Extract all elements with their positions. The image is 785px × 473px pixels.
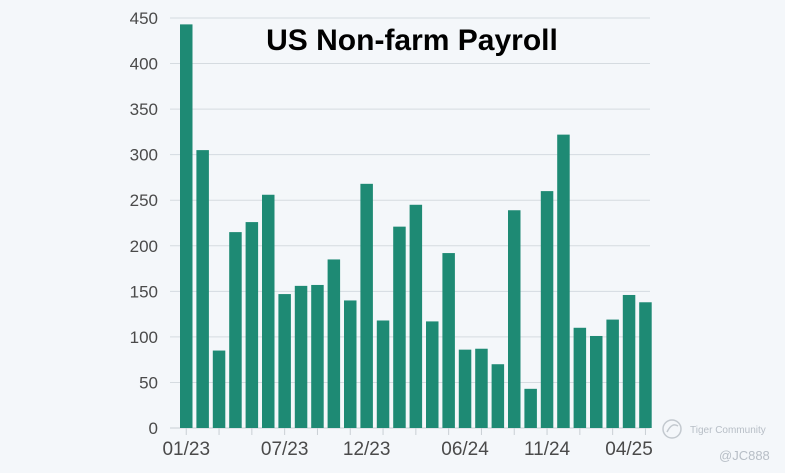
y-tick-label: 100 bbox=[130, 328, 158, 347]
watermark: Tiger Community @JC888 bbox=[662, 419, 770, 463]
y-tick-label: 150 bbox=[130, 282, 158, 301]
bar-09-24 bbox=[508, 210, 521, 428]
tiger-logo-icon bbox=[662, 419, 682, 439]
bar-09-23 bbox=[311, 284, 324, 428]
x-tick-label: 06/24 bbox=[441, 439, 489, 460]
y-axis-ticks: 0 50 100 150 200 250 300 350 400 450 bbox=[130, 9, 158, 438]
bar-05-23 bbox=[245, 222, 259, 428]
y-tick-label: 0 bbox=[149, 419, 158, 438]
bar-03-23 bbox=[212, 350, 226, 428]
bar-02-23 bbox=[196, 150, 209, 428]
bar-05-25 bbox=[639, 302, 652, 428]
tiger-logo-stroke-icon bbox=[666, 424, 679, 433]
bar-02-25 bbox=[590, 335, 603, 428]
bar-07-24 bbox=[475, 348, 488, 428]
bar-03-25 bbox=[606, 319, 619, 428]
bar-01-25 bbox=[573, 327, 587, 428]
bar-11-23 bbox=[344, 300, 357, 428]
x-tick-label: 01/23 bbox=[162, 439, 210, 460]
y-tick-label: 350 bbox=[130, 100, 158, 119]
bar-04-23 bbox=[229, 232, 242, 428]
bar-07-23 bbox=[278, 294, 291, 428]
bar-12-23 bbox=[360, 183, 373, 428]
x-tick-label: 11/24 bbox=[524, 439, 571, 460]
bar-10-23 bbox=[327, 259, 341, 428]
bar-03-24 bbox=[409, 204, 423, 428]
watermark-user: @JC888 bbox=[719, 448, 770, 463]
x-tick-label: 04/25 bbox=[605, 439, 653, 460]
bar-11-24 bbox=[540, 191, 554, 428]
bar-04-25 bbox=[622, 294, 636, 428]
bar-02-24 bbox=[393, 226, 406, 428]
bar-08-24 bbox=[491, 364, 505, 428]
chart-title: US Non-farm Payroll bbox=[266, 24, 558, 57]
y-tick-label: 250 bbox=[130, 191, 158, 210]
bar-04-24 bbox=[426, 321, 439, 428]
y-tick-label: 50 bbox=[139, 373, 158, 392]
x-tick-label: 12/23 bbox=[343, 439, 391, 460]
y-tick-label: 200 bbox=[130, 237, 158, 256]
x-tick-label: 07/23 bbox=[261, 439, 309, 460]
bar-01-23 bbox=[180, 24, 193, 428]
x-axis-ticks: 01/23 07/23 12/23 06/24 11/24 04/25 bbox=[162, 428, 653, 460]
bar-12-24 bbox=[557, 134, 570, 428]
bar-08-23 bbox=[294, 285, 308, 428]
y-tick-label: 450 bbox=[130, 9, 158, 28]
watermark-community: Tiger Community bbox=[690, 425, 766, 436]
bars bbox=[180, 24, 652, 428]
bar-06-24 bbox=[458, 349, 472, 428]
y-tick-label: 400 bbox=[130, 55, 158, 74]
bar-01-24 bbox=[376, 320, 390, 428]
bar-06-23 bbox=[262, 194, 275, 428]
bar-05-24 bbox=[442, 253, 455, 428]
y-tick-label: 300 bbox=[130, 146, 158, 165]
bar-10-24 bbox=[524, 388, 537, 428]
